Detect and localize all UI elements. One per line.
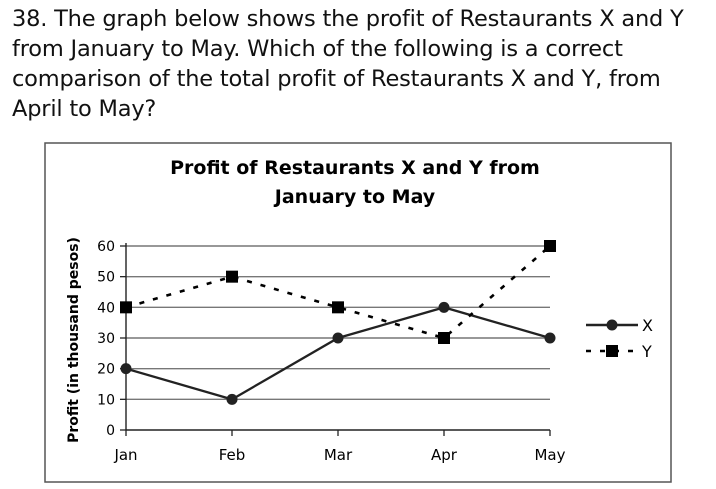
legend: XY xyxy=(586,316,653,361)
point-x-feb xyxy=(226,393,238,405)
y-tick-label-10: 10 xyxy=(97,392,115,408)
series-line-y xyxy=(125,245,551,340)
x-tick-label-apr: Apr xyxy=(431,446,458,464)
legend-marker-x xyxy=(606,319,618,331)
point-x-may xyxy=(544,332,556,344)
x-tick-label-mar: Mar xyxy=(324,446,353,464)
legend-label-y: Y xyxy=(641,342,652,361)
legend-label-x: X xyxy=(642,316,653,335)
question-text: 38. The graph below shows the profit of … xyxy=(12,6,684,122)
legend-marker-y xyxy=(606,345,618,357)
x-tick-label-may: May xyxy=(534,446,565,464)
point-y-may xyxy=(544,240,556,252)
y-tick-labels: 0 10 20 30 40 50 60 xyxy=(97,239,115,439)
x-tick-label-feb: Feb xyxy=(219,446,246,464)
x-tick-labels: Jan Feb Mar Apr May xyxy=(113,446,565,464)
chart-title-line1: Profit of Restaurants X and Y from xyxy=(170,157,540,179)
y-tick-label-20: 20 xyxy=(97,362,115,378)
point-y-feb xyxy=(226,270,238,283)
y-tick-label-0: 0 xyxy=(106,423,115,439)
y-axis-label: Profit (in thousand pesos) xyxy=(66,237,82,443)
point-x-mar xyxy=(332,332,344,344)
point-y-jan xyxy=(120,301,132,314)
point-x-jan xyxy=(120,363,132,375)
y-tick-label-50: 50 xyxy=(97,270,115,286)
point-y-apr xyxy=(438,332,450,344)
point-x-apr xyxy=(438,301,450,313)
y-tick-label-40: 40 xyxy=(97,300,115,316)
y-tick-label-60: 60 xyxy=(97,239,115,255)
series-lines xyxy=(120,240,556,405)
y-tick-label-30: 30 xyxy=(97,331,115,347)
point-y-mar xyxy=(332,301,344,314)
chart-title-line2: January to May xyxy=(273,186,436,208)
x-tick-label-jan: Jan xyxy=(113,446,137,464)
